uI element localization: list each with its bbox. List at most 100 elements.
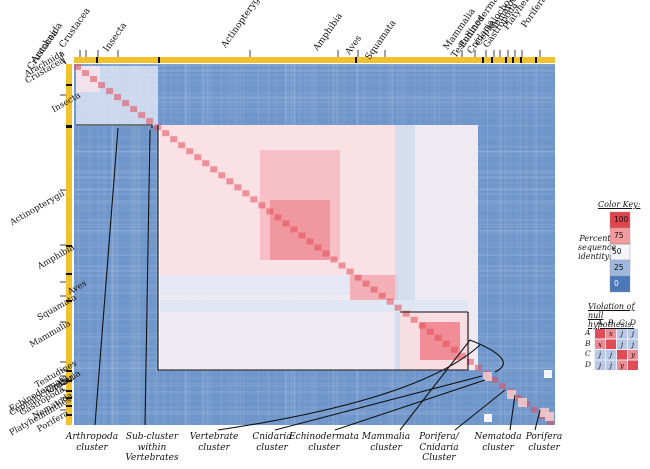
diagonal-cell	[290, 226, 298, 233]
left-taxon-bar	[66, 64, 72, 425]
bar-separator	[66, 273, 72, 275]
bar-separator	[66, 84, 72, 86]
texture-line	[509, 64, 512, 425]
violation-cell-text: y	[620, 361, 624, 370]
bar-separator	[66, 125, 72, 127]
leader-arthropoda	[94, 127, 119, 426]
texture-line	[132, 64, 134, 425]
texture-line	[536, 64, 538, 425]
cluster-label: Nematoda cluster	[474, 432, 522, 453]
leader-nematoda	[509, 394, 516, 431]
violation-diagonal	[628, 360, 638, 370]
violation-col-header: D	[630, 318, 637, 327]
texture-line	[74, 117, 555, 119]
texture-line	[74, 93, 555, 95]
texture-line	[74, 410, 555, 413]
diagonal-cell	[242, 190, 250, 197]
diagonal-cell	[362, 280, 370, 287]
texture-line	[74, 65, 555, 67]
diagonal-cell	[202, 160, 210, 167]
texture-line	[74, 117, 555, 119]
diagonal-cell	[546, 418, 554, 425]
texture-line	[74, 98, 555, 100]
cluster-label: Cnidaria cluster	[252, 432, 292, 453]
diagonal-cell	[250, 196, 258, 203]
diagonal-cell	[402, 310, 410, 317]
texture-line	[74, 391, 555, 393]
diagonal-cell	[386, 298, 394, 305]
cluster-label: Arthropoda cluster	[65, 432, 119, 453]
left-tick	[59, 57, 67, 65]
diagonal-cell	[266, 208, 274, 215]
diagonal-cell	[170, 136, 178, 143]
violation-cell	[617, 339, 627, 349]
texture-line	[104, 64, 107, 425]
texture-line	[103, 64, 105, 425]
texture-line	[74, 74, 555, 76]
diagonal-cell	[82, 70, 90, 77]
texture-line	[74, 92, 555, 94]
bar-separator	[535, 57, 537, 63]
small-cluster	[545, 412, 554, 421]
texture-line	[533, 64, 535, 425]
diagonal-cell	[330, 256, 338, 263]
violation-cell	[628, 350, 638, 360]
cluster-label: Vertebrate cluster	[189, 432, 239, 453]
texture-line	[96, 64, 99, 425]
texture-line	[74, 102, 555, 104]
violation-diagonal	[595, 329, 605, 339]
bar-separator	[355, 57, 357, 63]
texture-line	[74, 422, 555, 423]
diagonal-cell	[274, 214, 282, 221]
texture-line	[137, 64, 139, 425]
texture-line	[90, 64, 93, 425]
texture-line	[74, 74, 555, 76]
texture-line	[74, 100, 555, 103]
separator	[158, 125, 160, 370]
diagonal-cell	[314, 244, 322, 251]
texture-line	[114, 64, 117, 425]
texture-line	[74, 84, 555, 86]
diagonal-cell	[162, 130, 170, 137]
leader-porifera	[534, 409, 541, 431]
texture-line	[541, 64, 544, 425]
texture-line	[135, 64, 137, 425]
violation-cell-text: j	[620, 330, 624, 338]
violation-cell	[617, 360, 627, 370]
bar-separator	[491, 57, 493, 63]
texture-line	[155, 64, 158, 425]
texture-line	[498, 64, 500, 425]
violation-cell-text: j	[609, 361, 613, 370]
texture-line	[78, 64, 80, 425]
violation-cell-text: x	[598, 340, 602, 349]
diagonal-cell	[458, 352, 466, 359]
texture-line	[74, 70, 555, 72]
texture-line	[74, 70, 555, 72]
diagonal-cell	[130, 106, 138, 113]
texture-line	[74, 392, 555, 394]
diagonal-cell	[346, 268, 354, 275]
diagonal-cell	[394, 304, 402, 311]
texture-line	[112, 64, 114, 425]
violation-cell	[595, 360, 605, 370]
cluster-label: Sub-cluster within Vertebrates	[125, 432, 179, 463]
texture-line	[115, 64, 117, 425]
diagonal-cell	[338, 262, 346, 269]
violation-col-header: C	[619, 318, 625, 327]
violation-cell-text: j	[631, 340, 635, 349]
color-key-level: 75	[614, 231, 624, 240]
violation-cell	[606, 329, 616, 339]
diagonal-cell	[498, 382, 506, 389]
diagonal-cell	[306, 238, 314, 245]
diagonal-cell	[322, 250, 330, 257]
texture-line	[516, 64, 518, 425]
leader-mammalia	[399, 339, 504, 431]
bar-separator	[482, 57, 484, 63]
diagonal-cell	[418, 322, 426, 329]
texture-line	[74, 108, 555, 110]
diagonal-cell	[258, 202, 266, 209]
texture-line	[74, 97, 555, 99]
violation-title: Violation of null hypothesis:	[588, 302, 635, 329]
violation-row-header: B	[585, 338, 591, 348]
